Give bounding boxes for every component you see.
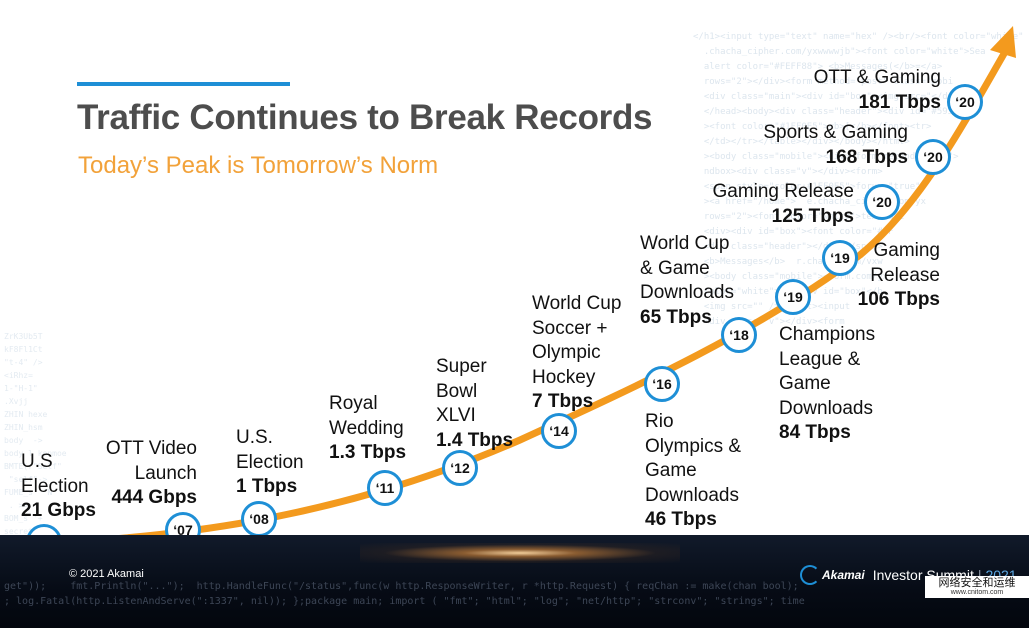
- year-marker: ‘08: [241, 501, 277, 537]
- footer-light-glow: [360, 543, 680, 563]
- event-label: Champions: [779, 324, 876, 345]
- event-label: OTT & Gaming: [813, 67, 941, 88]
- event-ott-gaming: OTT & Gaming 181 Tbps: [790, 66, 941, 115]
- event-value: 181 Tbps: [858, 91, 941, 113]
- event-label: U.S.: [236, 427, 273, 448]
- footer-background-code: get")); fmt.Println("..."); http.HandleF…: [4, 579, 805, 609]
- brand-separator: |: [977, 567, 982, 583]
- year-marker: ‘14: [541, 413, 577, 449]
- event-label: Super: [436, 356, 487, 377]
- slide-subtitle: Today’s Peak is Tomorrow’s Norm: [78, 152, 439, 179]
- title-accent-bar: [77, 82, 290, 86]
- background-code-left: ZrK3Ub5T kF8Fl1Ct "t-4" /> <iRhz= 1-"H-1…: [4, 332, 67, 536]
- event-world-cup-olympic-hockey: World Cup Soccer + Olympic Hockey 7 Tbps: [532, 292, 621, 415]
- event-label: Gaming Release: [712, 181, 854, 202]
- year-marker: ‘11: [367, 470, 403, 506]
- event-label: Launch: [134, 462, 197, 484]
- event-label: World Cup: [532, 293, 622, 314]
- event-rio-olympics: Rio Olympics & Game Downloads 46 Tbps: [645, 410, 741, 533]
- event-value: 1.4 Tbps: [436, 429, 514, 451]
- event-label: OTT Video: [105, 438, 197, 459]
- growth-curve-arrowhead: [990, 26, 1016, 58]
- event-label: Game: [645, 460, 697, 481]
- event-us-election-2008: U.S. Election 1 Tbps: [236, 426, 304, 500]
- event-label: Olympic: [532, 342, 601, 363]
- year-marker: ‘20: [915, 139, 951, 175]
- event-label: World Cup: [640, 233, 730, 254]
- year-marker: ‘19: [775, 279, 811, 315]
- year-marker: ‘16: [644, 366, 680, 402]
- event-label: Release: [870, 264, 940, 286]
- event-ott-video-launch: OTT Video Launch 444 Gbps: [95, 437, 197, 511]
- event-value: 65 Tbps: [640, 306, 712, 328]
- event-label: Downloads: [645, 484, 739, 506]
- footer-code-line: get")); fmt.Println("..."); http.HandleF…: [4, 581, 799, 592]
- event-gaming-release-2019: Gaming Release 106 Tbps: [850, 239, 940, 313]
- event-value: 106 Tbps: [857, 289, 940, 310]
- event-label: XLVI: [436, 405, 476, 426]
- year-marker: ‘18: [721, 317, 757, 353]
- event-us-election-2004: U.S Election 21 Gbps: [21, 450, 96, 524]
- event-label: Downloads: [640, 282, 734, 303]
- event-champions-league: Champions League & Game Downloads 84 Tbp…: [779, 323, 875, 446]
- site-watermark: 网络安全和运维 www.cnitom.com: [925, 576, 1029, 598]
- event-label: Wedding: [329, 417, 404, 439]
- event-label: Olympics &: [645, 435, 742, 457]
- watermark-url: www.cnitom.com: [950, 589, 1004, 596]
- event-value: 21 Gbps: [21, 500, 96, 521]
- event-label: U.S: [21, 451, 53, 472]
- copyright-text: © 2021 Akamai: [69, 568, 144, 580]
- event-value: 168 Tbps: [825, 146, 908, 168]
- event-label: Soccer +: [532, 317, 608, 339]
- event-label: Gaming: [873, 240, 940, 261]
- event-value: 444 Gbps: [111, 487, 197, 508]
- event-royal-wedding: Royal Wedding 1.3 Tbps: [329, 392, 406, 466]
- event-label: Election: [21, 475, 89, 497]
- event-label: Bowl: [436, 380, 478, 402]
- event-sports-gaming: Sports & Gaming 168 Tbps: [740, 121, 908, 170]
- growth-curve-line: [0, 48, 1009, 549]
- event-value: 1.3 Tbps: [329, 442, 407, 463]
- event-value: 7 Tbps: [532, 391, 594, 412]
- year-marker: ‘20: [864, 184, 900, 220]
- event-value: 1 Tbps: [236, 476, 298, 497]
- event-label: Royal: [329, 393, 378, 414]
- footer-band: get")); fmt.Println("..."); http.HandleF…: [0, 535, 1029, 628]
- year-marker: ‘19: [822, 240, 858, 276]
- akamai-logo-icon: [800, 565, 820, 585]
- event-world-cup-game-downloads: World Cup & Game Downloads 65 Tbps: [640, 232, 734, 330]
- slide-title: Traffic Continues to Break Records: [77, 98, 653, 137]
- event-label: Election: [236, 451, 304, 473]
- event-value: 125 Tbps: [771, 205, 854, 227]
- event-value: 84 Tbps: [779, 422, 851, 443]
- footer-code-line: ; log.Fatal(http.ListenAndServe(":1337",…: [4, 596, 805, 607]
- event-label: Game: [779, 373, 831, 394]
- year-marker: ‘12: [442, 450, 478, 486]
- event-label: Rio: [645, 411, 674, 432]
- akamai-logo: Akamai: [822, 568, 865, 582]
- event-gaming-release-2020: Gaming Release 125 Tbps: [690, 180, 854, 229]
- event-super-bowl: Super Bowl XLVI 1.4 Tbps: [436, 355, 513, 453]
- year-marker: ‘20: [947, 84, 983, 120]
- event-label: Hockey: [532, 366, 596, 388]
- event-label: Downloads: [779, 397, 873, 419]
- event-label: League &: [779, 348, 861, 370]
- event-label: & Game: [640, 257, 710, 279]
- event-value: 46 Tbps: [645, 509, 717, 530]
- event-label: Sports & Gaming: [763, 122, 908, 143]
- watermark-title: 网络安全和运维: [938, 576, 1016, 589]
